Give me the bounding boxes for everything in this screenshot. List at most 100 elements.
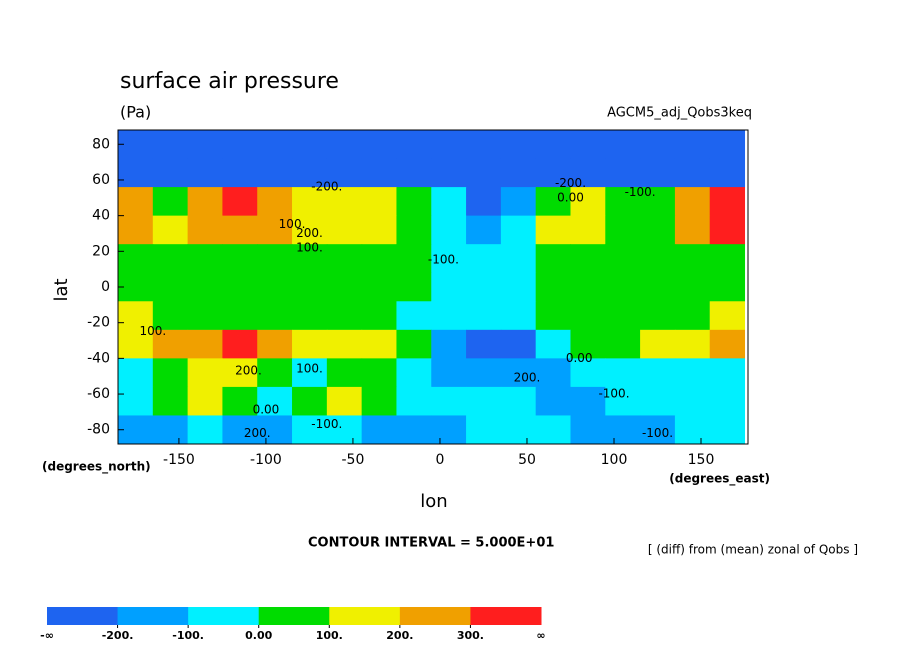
field-cell bbox=[500, 187, 537, 217]
field-cell bbox=[535, 329, 571, 359]
field-cell bbox=[674, 158, 711, 188]
field-cell bbox=[361, 329, 397, 359]
contour-label: 200. bbox=[514, 370, 541, 384]
field-cell bbox=[187, 130, 223, 160]
field-cell bbox=[431, 215, 467, 245]
field-cell bbox=[118, 158, 154, 188]
field-cell bbox=[431, 187, 467, 217]
field-cell bbox=[361, 301, 397, 331]
field-cell bbox=[466, 215, 502, 245]
x-tick-label: 50 bbox=[518, 452, 536, 468]
field-cell bbox=[361, 358, 397, 388]
field-cell bbox=[640, 130, 676, 160]
field-cell bbox=[709, 358, 746, 388]
field-cell bbox=[292, 272, 328, 302]
contour-label: 200. bbox=[235, 363, 262, 377]
colorbar-box bbox=[399, 607, 471, 625]
field-cell bbox=[570, 272, 606, 302]
field-cell bbox=[361, 415, 397, 445]
field-cell bbox=[118, 358, 154, 388]
field-cell bbox=[500, 415, 537, 445]
field-cell bbox=[466, 187, 502, 217]
chart-title: surface air pressure bbox=[120, 69, 339, 94]
field-cell bbox=[640, 329, 676, 359]
field-cell bbox=[500, 329, 537, 359]
field-cell bbox=[709, 301, 746, 331]
colorbar-box bbox=[470, 607, 542, 625]
y-tick-label: 0 bbox=[101, 279, 110, 295]
contour-label: 100. bbox=[139, 324, 166, 338]
field-cell bbox=[152, 187, 189, 217]
field-cell bbox=[152, 215, 189, 245]
y-tick-label: -20 bbox=[87, 315, 110, 331]
field-cell bbox=[709, 386, 746, 416]
field-cell bbox=[431, 329, 467, 359]
colorbar-label: -200. bbox=[102, 629, 134, 642]
field-cell bbox=[500, 130, 537, 160]
field-cell bbox=[152, 415, 189, 445]
contour-label: -100. bbox=[428, 253, 459, 267]
field-cell bbox=[152, 130, 189, 160]
field-cell bbox=[431, 301, 467, 331]
field-cell bbox=[326, 187, 363, 217]
y-tick-label: 80 bbox=[92, 136, 110, 152]
field-cell bbox=[500, 386, 537, 416]
field-cell bbox=[187, 386, 223, 416]
field-cell bbox=[605, 329, 641, 359]
contour-interval: CONTOUR INTERVAL = 5.000E+01 bbox=[308, 536, 554, 551]
field-cell bbox=[674, 187, 711, 217]
field-cell bbox=[187, 272, 223, 302]
field-cell bbox=[152, 301, 189, 331]
field-cell bbox=[640, 158, 676, 188]
field-cell bbox=[326, 329, 363, 359]
field-cell bbox=[570, 415, 606, 445]
field-cell bbox=[361, 130, 397, 160]
field-cell bbox=[396, 187, 432, 217]
field-cell bbox=[118, 244, 154, 274]
field-cell bbox=[570, 215, 606, 245]
field-cell bbox=[326, 301, 363, 331]
colorbar-label: -∞ bbox=[40, 629, 54, 642]
field-cell bbox=[570, 301, 606, 331]
field-cell bbox=[640, 187, 676, 217]
field-cell bbox=[674, 358, 711, 388]
field-cell bbox=[640, 215, 676, 245]
field-cell bbox=[500, 301, 537, 331]
y-tick-label: -60 bbox=[87, 386, 110, 402]
field-cell bbox=[709, 329, 746, 359]
field-cell bbox=[292, 301, 328, 331]
field-cell bbox=[674, 301, 711, 331]
field-cell bbox=[326, 130, 363, 160]
colorbar-box bbox=[188, 607, 260, 625]
field-cell bbox=[674, 244, 711, 274]
colorbar-box bbox=[258, 607, 330, 625]
field-cell bbox=[535, 415, 571, 445]
field-cell bbox=[361, 244, 397, 274]
colorbar-label: 100. bbox=[316, 629, 343, 642]
colorbar-box bbox=[47, 607, 119, 625]
field-cell bbox=[605, 244, 641, 274]
field-cell bbox=[257, 386, 293, 416]
field-cell bbox=[257, 301, 293, 331]
field-cell bbox=[292, 386, 328, 416]
field-cell bbox=[257, 130, 293, 160]
field-cell bbox=[535, 130, 571, 160]
field-cell bbox=[570, 244, 606, 274]
contour-label: 100. bbox=[296, 362, 323, 376]
overlay: -200.100.200.100.-100.-200.0.00 -100.100.… bbox=[87, 129, 749, 468]
field-cell bbox=[570, 386, 606, 416]
field-cell bbox=[222, 130, 258, 160]
field-cell bbox=[535, 272, 571, 302]
field-cell bbox=[118, 329, 154, 359]
field-cell bbox=[466, 244, 502, 274]
field-cell bbox=[674, 272, 711, 302]
x-tick-label: 150 bbox=[688, 452, 715, 468]
field-cell bbox=[535, 244, 571, 274]
field-cell bbox=[326, 415, 363, 445]
field-cell bbox=[674, 130, 711, 160]
field-cell bbox=[187, 158, 223, 188]
field-cell bbox=[709, 415, 746, 445]
field-cell bbox=[674, 329, 711, 359]
field-cell bbox=[431, 244, 467, 274]
field-cell bbox=[640, 415, 676, 445]
